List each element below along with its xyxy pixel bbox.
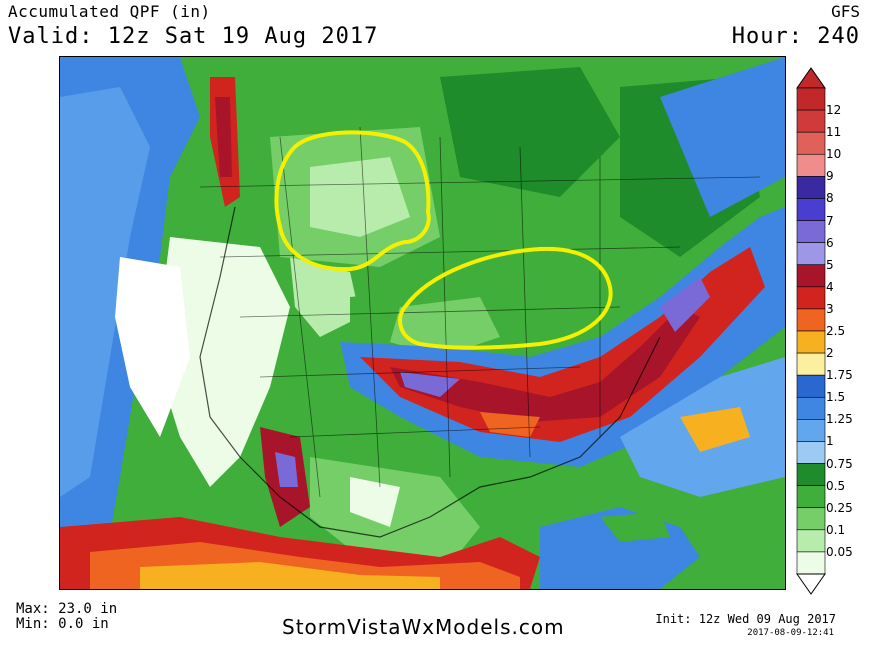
legend-swatch [796,330,826,354]
legend-swatch [796,131,826,155]
legend-swatch [796,396,826,420]
legend-label: 8 [826,191,834,206]
legend-label: 1.75 [826,368,853,383]
highlight-northern-plains [274,130,431,272]
max-value: Max: 23.0 in [16,601,118,617]
legend-swatch [796,308,826,332]
precipitation-map [59,56,786,590]
legend-swatch [796,176,826,199]
legend-label: 0.5 [826,478,846,493]
legend-label: 0.75 [826,456,853,471]
legend-label: 12 [826,103,842,118]
legend-swatch [796,198,826,221]
legend-label: 0.1 [826,522,846,537]
timestamp: 2017-08-09-12:41 [747,628,834,638]
forecast-hour: Hour: 240 [731,24,860,49]
legend-swatch [796,463,826,486]
legend-label: 1.5 [826,390,846,405]
min-value: Min: 0.0 in [16,616,109,632]
legend-label: 6 [826,235,834,250]
legend-bottom-arrow [796,573,826,595]
legend-label: 10 [826,147,842,162]
legend-swatch [796,242,826,266]
legend-top-arrow [796,67,826,89]
legend-label: 2.5 [826,324,846,338]
model-name: GFS [831,2,860,21]
legend-swatch [796,419,826,442]
legend-label: 11 [826,125,842,140]
legend-label: 3 [826,301,834,316]
legend-swatch [796,153,826,177]
legend-label: 1.25 [826,412,853,427]
legend-label: 5 [826,257,834,272]
init-time: Init: 12z Wed 09 Aug 2017 [655,612,836,626]
legend-swatch [796,286,826,310]
legend-swatch [796,264,826,288]
legend-label: 0.25 [826,500,853,515]
legend-label: 0.05 [826,544,853,559]
legend-swatch [796,551,826,575]
legend-label: 7 [826,213,834,228]
legend-swatch [796,220,826,243]
legend-swatch [796,485,826,509]
legend-swatch [796,441,826,464]
legend-label: 4 [826,279,834,294]
legend-swatch [796,87,826,111]
legend-swatch [796,507,826,531]
site-credit: StormVistaWxModels.com [282,615,565,639]
legend-swatch [796,374,826,398]
highlight-great-lakes [398,246,613,350]
valid-time: Valid: 12z Sat 19 Aug 2017 [8,24,379,49]
precip-legend [796,66,826,596]
legend-swatch [796,352,826,376]
legend-label: 2 [826,346,834,361]
legend-label: 1 [826,434,834,449]
legend-swatch [796,529,826,553]
legend-label: 9 [826,169,834,184]
legend-swatch [796,109,826,133]
map-title: Accumulated QPF (in) [8,2,211,21]
max-min-readout: Max: 23.0 in Min: 0.0 in [16,602,117,632]
